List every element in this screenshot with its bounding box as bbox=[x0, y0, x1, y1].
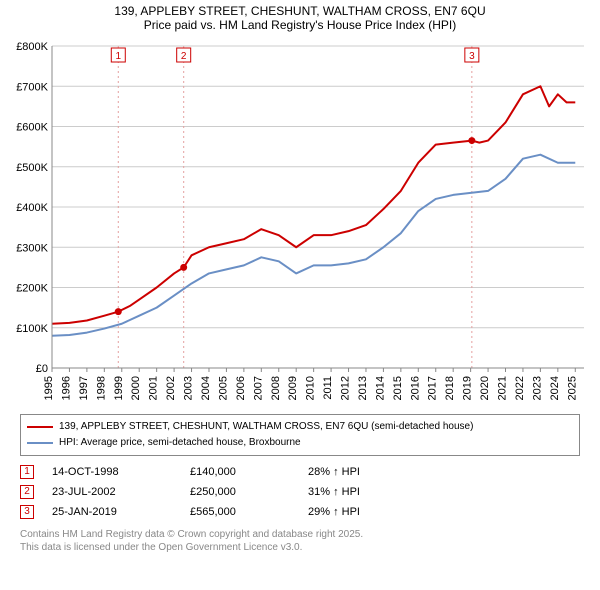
svg-text:2014: 2014 bbox=[374, 376, 386, 400]
legend-line-icon bbox=[27, 442, 53, 444]
sale-delta: 31% ↑ HPI bbox=[308, 482, 360, 502]
footer: Contains HM Land Registry data © Crown c… bbox=[20, 528, 580, 554]
sale-price: £250,000 bbox=[190, 482, 290, 502]
svg-text:2017: 2017 bbox=[427, 376, 439, 400]
svg-text:2020: 2020 bbox=[479, 376, 491, 400]
sale-row: 2 23-JUL-2002 £250,000 31% ↑ HPI bbox=[20, 482, 580, 502]
chart-area: £0 £100K £200K £300K £400K £500K £600K £700K £80… bbox=[10, 38, 590, 408]
svg-text:£100K: £100K bbox=[16, 323, 48, 335]
svg-text:2: 2 bbox=[181, 51, 187, 62]
sale-delta: 28% ↑ HPI bbox=[308, 462, 360, 482]
svg-text:2001: 2001 bbox=[148, 376, 160, 400]
sale-marker-icon: 3 bbox=[20, 505, 34, 519]
legend-label: HPI: Average price, semi-detached house,… bbox=[59, 435, 301, 451]
sale-date: 14-OCT-1998 bbox=[52, 462, 172, 482]
sale-row: 1 14-OCT-1998 £140,000 28% ↑ HPI bbox=[20, 462, 580, 482]
svg-text:2022: 2022 bbox=[514, 376, 526, 400]
title-line-1: 139, APPLEBY STREET, CHESHUNT, WALTHAM C… bbox=[0, 4, 600, 18]
svg-text:2016: 2016 bbox=[409, 376, 421, 400]
svg-text:2023: 2023 bbox=[531, 376, 543, 400]
svg-text:2011: 2011 bbox=[322, 376, 334, 400]
sale-marker-icon: 2 bbox=[20, 485, 34, 499]
sale-price: £565,000 bbox=[190, 502, 290, 522]
svg-text:2003: 2003 bbox=[183, 376, 195, 400]
sale-date: 25-JAN-2019 bbox=[52, 502, 172, 522]
svg-text:2021: 2021 bbox=[497, 376, 509, 400]
svg-text:£800K: £800K bbox=[16, 41, 48, 53]
svg-text:1997: 1997 bbox=[78, 376, 90, 400]
svg-text:£300K: £300K bbox=[16, 242, 48, 254]
svg-text:1996: 1996 bbox=[60, 376, 72, 400]
legend-line-icon bbox=[27, 426, 53, 428]
footer-line-2: This data is licensed under the Open Gov… bbox=[20, 541, 580, 554]
svg-text:2002: 2002 bbox=[165, 376, 177, 400]
svg-text:2008: 2008 bbox=[270, 376, 282, 400]
svg-text:£700K: £700K bbox=[16, 81, 48, 93]
legend-label: 139, APPLEBY STREET, CHESHUNT, WALTHAM C… bbox=[59, 419, 473, 435]
svg-text:2007: 2007 bbox=[252, 376, 264, 400]
svg-text:2015: 2015 bbox=[392, 376, 404, 400]
svg-text:2025: 2025 bbox=[566, 376, 578, 400]
svg-text:2018: 2018 bbox=[444, 376, 456, 400]
legend-row: 139, APPLEBY STREET, CHESHUNT, WALTHAM C… bbox=[27, 419, 573, 435]
title-line-2: Price paid vs. HM Land Registry's House … bbox=[0, 18, 600, 32]
legend-row: HPI: Average price, semi-detached house,… bbox=[27, 435, 573, 451]
svg-text:£200K: £200K bbox=[16, 283, 48, 295]
svg-text:2019: 2019 bbox=[462, 376, 474, 400]
svg-text:1995: 1995 bbox=[43, 376, 55, 400]
svg-text:1: 1 bbox=[116, 51, 122, 62]
svg-text:2000: 2000 bbox=[130, 376, 142, 400]
sale-marker-icon: 1 bbox=[20, 465, 34, 479]
sale-date: 23-JUL-2002 bbox=[52, 482, 172, 502]
legend: 139, APPLEBY STREET, CHESHUNT, WALTHAM C… bbox=[20, 414, 580, 456]
svg-text:3: 3 bbox=[469, 51, 475, 62]
footer-line-1: Contains HM Land Registry data © Crown c… bbox=[20, 528, 580, 541]
svg-text:£500K: £500K bbox=[16, 162, 48, 174]
svg-text:£400K: £400K bbox=[16, 202, 48, 214]
title-block: 139, APPLEBY STREET, CHESHUNT, WALTHAM C… bbox=[0, 0, 600, 32]
svg-text:2004: 2004 bbox=[200, 376, 212, 400]
svg-text:1999: 1999 bbox=[113, 376, 125, 400]
svg-text:1998: 1998 bbox=[95, 376, 107, 400]
sales-table: 1 14-OCT-1998 £140,000 28% ↑ HPI 2 23-JUL-200… bbox=[20, 462, 580, 522]
svg-text:2012: 2012 bbox=[340, 376, 352, 400]
svg-text:£0: £0 bbox=[36, 363, 48, 375]
svg-text:2009: 2009 bbox=[287, 376, 299, 400]
sale-price: £140,000 bbox=[190, 462, 290, 482]
line-chart: £0 £100K £200K £300K £400K £500K £600K £700K £80… bbox=[10, 38, 590, 408]
svg-text:2013: 2013 bbox=[357, 376, 369, 400]
svg-text:£600K: £600K bbox=[16, 122, 48, 134]
svg-text:2005: 2005 bbox=[217, 376, 229, 400]
sale-delta: 29% ↑ HPI bbox=[308, 502, 360, 522]
svg-text:2010: 2010 bbox=[305, 376, 317, 400]
svg-text:2024: 2024 bbox=[549, 376, 561, 400]
sale-row: 3 25-JAN-2019 £565,000 29% ↑ HPI bbox=[20, 502, 580, 522]
svg-text:2006: 2006 bbox=[235, 376, 247, 400]
